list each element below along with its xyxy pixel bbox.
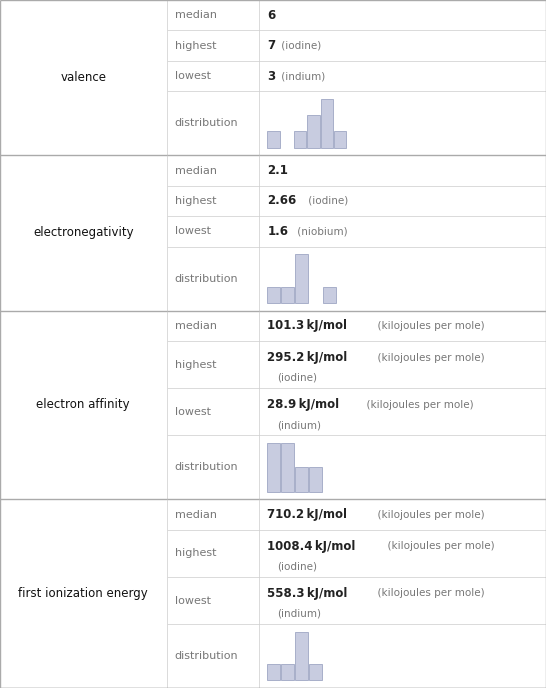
Bar <box>294 131 306 148</box>
Text: median: median <box>175 321 217 331</box>
Bar <box>281 664 294 680</box>
Text: lowest: lowest <box>175 596 211 605</box>
Bar <box>281 443 294 492</box>
Bar <box>295 467 308 492</box>
Text: 1.6: 1.6 <box>268 225 288 238</box>
Text: (kilojoules per mole): (kilojoules per mole) <box>360 400 474 410</box>
Text: 2.1: 2.1 <box>268 164 288 177</box>
Text: 295.2 kJ/mol: 295.2 kJ/mol <box>268 351 348 364</box>
Text: distribution: distribution <box>175 462 238 473</box>
Text: highest: highest <box>175 41 216 51</box>
Text: (iodine): (iodine) <box>278 41 321 51</box>
Bar <box>323 287 336 303</box>
Bar <box>268 131 280 148</box>
Text: (indium): (indium) <box>277 609 322 619</box>
Text: 558.3 kJ/mol: 558.3 kJ/mol <box>268 587 348 600</box>
Bar <box>295 255 308 303</box>
Text: (iodine): (iodine) <box>305 196 348 206</box>
Text: distribution: distribution <box>175 274 238 283</box>
Text: (kilojoules per mole): (kilojoules per mole) <box>371 588 485 599</box>
Text: lowest: lowest <box>175 407 211 417</box>
Text: 7: 7 <box>268 39 276 52</box>
Text: electronegativity: electronegativity <box>33 226 134 239</box>
Text: electron affinity: electron affinity <box>37 398 130 411</box>
Text: 2.66: 2.66 <box>268 195 296 208</box>
Bar <box>307 116 319 148</box>
Text: (kilojoules per mole): (kilojoules per mole) <box>371 352 484 363</box>
Text: 6: 6 <box>268 9 276 22</box>
Text: (indium): (indium) <box>277 420 322 430</box>
Text: first ionization energy: first ionization energy <box>19 587 148 600</box>
Bar <box>334 131 346 148</box>
Text: (kilojoules per mole): (kilojoules per mole) <box>371 510 484 519</box>
Text: highest: highest <box>175 548 216 559</box>
Bar <box>310 467 322 492</box>
Text: valence: valence <box>60 71 106 84</box>
Text: lowest: lowest <box>175 226 211 237</box>
Text: highest: highest <box>175 360 216 369</box>
Text: (niobium): (niobium) <box>294 226 348 237</box>
Bar <box>295 632 308 680</box>
Bar <box>281 287 294 303</box>
Bar <box>268 443 280 492</box>
Bar <box>310 664 322 680</box>
Text: (kilojoules per mole): (kilojoules per mole) <box>382 541 495 551</box>
Bar <box>268 287 280 303</box>
Bar <box>268 664 280 680</box>
Text: median: median <box>175 10 217 20</box>
Text: distribution: distribution <box>175 118 238 129</box>
Text: (iodine): (iodine) <box>277 561 317 572</box>
Text: highest: highest <box>175 196 216 206</box>
Text: median: median <box>175 166 217 175</box>
Text: (iodine): (iodine) <box>277 373 317 383</box>
Text: 3: 3 <box>268 69 276 83</box>
Text: (kilojoules per mole): (kilojoules per mole) <box>371 321 484 331</box>
Text: 710.2 kJ/mol: 710.2 kJ/mol <box>268 508 347 521</box>
Text: 101.3 kJ/mol: 101.3 kJ/mol <box>268 319 347 332</box>
Text: 1008.4 kJ/mol: 1008.4 kJ/mol <box>268 540 356 552</box>
Text: distribution: distribution <box>175 651 238 661</box>
Text: lowest: lowest <box>175 71 211 81</box>
Text: (indium): (indium) <box>278 71 325 81</box>
Bar <box>321 99 333 148</box>
Text: 28.9 kJ/mol: 28.9 kJ/mol <box>268 398 340 411</box>
Text: median: median <box>175 510 217 519</box>
